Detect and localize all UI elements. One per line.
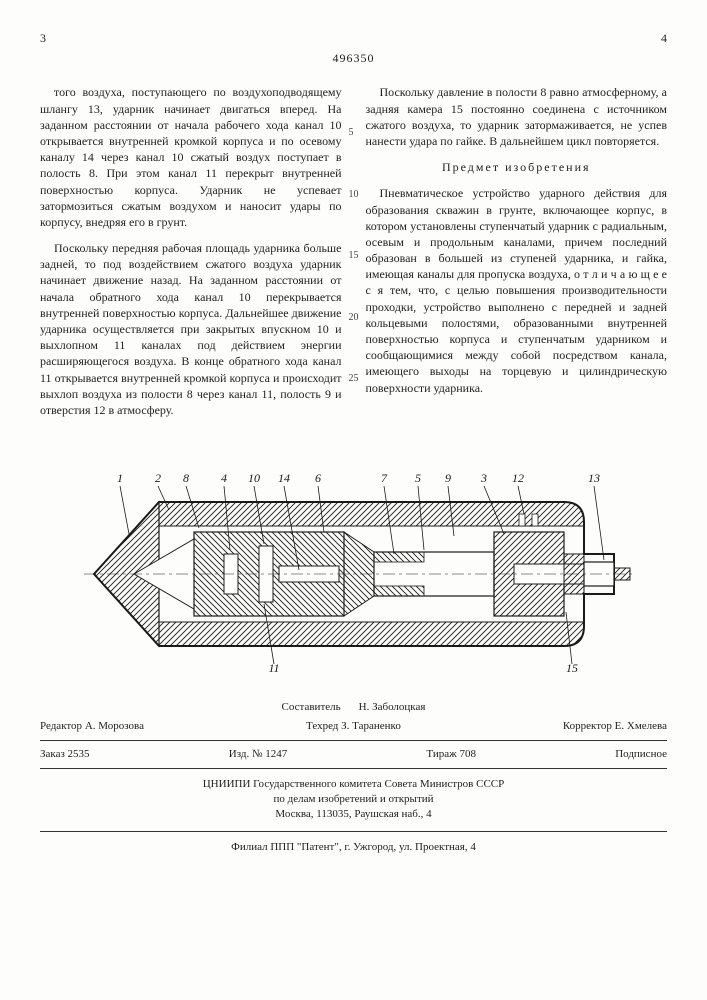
line-num: 5: [349, 126, 359, 140]
org-line-2: по делам изобретений и открытий: [40, 792, 667, 807]
line-num: 15: [349, 249, 359, 263]
divider: [40, 768, 667, 769]
editor-name: А. Морозова: [85, 720, 144, 732]
svg-text:15: 15: [566, 661, 578, 674]
order-number: Заказ 2535: [40, 747, 90, 762]
copies: Тираж 708: [426, 747, 476, 762]
tech-name: З. Тараненко: [341, 720, 401, 732]
svg-text:6: 6: [315, 471, 321, 485]
corrector-name: Е. Хмелева: [615, 720, 667, 732]
left-column: того воздуха, поступающего по воздухопод…: [40, 84, 342, 428]
line-number-gutter: 5 10 15 20 25: [349, 84, 359, 386]
claim-paragraph: Пневматическое устройство ударного дейст…: [366, 185, 668, 395]
svg-text:1: 1: [117, 471, 123, 485]
divider: [40, 740, 667, 741]
page-numbers: 3 4: [40, 30, 667, 46]
svg-text:2: 2: [155, 471, 161, 485]
tech-label: Техред: [306, 720, 338, 732]
svg-text:13: 13: [588, 471, 600, 485]
page-right: 4: [661, 30, 667, 46]
line-num: 20: [349, 311, 359, 325]
credits-block: Составитель Н. Заболоцкая Редактор А. Мо…: [40, 700, 667, 855]
line-num: 10: [349, 188, 359, 202]
address: Москва, 113035, Раушская наб., 4: [40, 807, 667, 822]
page-left: 3: [40, 30, 46, 46]
corrector-label: Корректор: [563, 720, 612, 732]
document-number: 496350: [40, 50, 667, 66]
right-column: Поскольку давление в полости 8 равно атм…: [366, 84, 668, 428]
compiler-label: Составитель: [282, 700, 341, 715]
org-line-1: ЦНИИПИ Государственного комитета Совета …: [40, 777, 667, 792]
editor-label: Редактор: [40, 720, 82, 732]
edition-number: Изд. № 1247: [229, 747, 287, 762]
paragraph: Поскольку передняя рабочая площадь ударн…: [40, 240, 342, 418]
cross-section-figure: 1 2 8 4 10 14 6 7 5 9 3 12 13 11 15: [74, 454, 634, 674]
svg-text:8: 8: [183, 471, 189, 485]
section-title: Предмет изобретения: [366, 159, 668, 175]
svg-text:3: 3: [480, 471, 487, 485]
text-columns: 5 10 15 20 25 того воздуха, поступающего…: [40, 84, 667, 428]
svg-text:12: 12: [512, 471, 524, 485]
paragraph: Поскольку давление в полости 8 равно атм…: [366, 84, 668, 149]
line-num: 25: [349, 372, 359, 386]
compiler-name: Н. Заболоцкая: [359, 700, 426, 715]
svg-text:9: 9: [445, 471, 451, 485]
branch: Филиал ППП "Патент", г. Ужгород, ул. Про…: [231, 841, 476, 853]
svg-text:10: 10: [248, 471, 260, 485]
svg-text:14: 14: [278, 471, 290, 485]
svg-text:5: 5: [415, 471, 421, 485]
paragraph: того воздуха, поступающего по воздухопод…: [40, 84, 342, 230]
svg-text:7: 7: [381, 471, 388, 485]
subscription: Подписное: [615, 747, 667, 762]
divider: [40, 831, 667, 832]
svg-text:4: 4: [221, 471, 227, 485]
svg-text:11: 11: [268, 661, 279, 674]
